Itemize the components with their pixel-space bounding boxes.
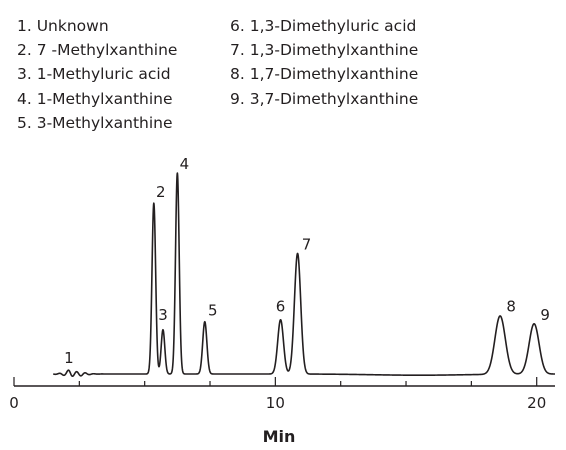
x-tick-label: 0 (9, 394, 19, 412)
peak-label-6: 6 (276, 298, 286, 316)
legend-item-8: 8. 1,7-Dimethylxanthine (230, 65, 419, 84)
peak-label-4: 4 (180, 155, 190, 173)
legend-item-4: 4. 1-Methylxanthine (17, 89, 173, 108)
peak-legend-column-1: 1. Unknown 2. 7 -Methylxanthine 3. 1-Met… (17, 14, 177, 135)
x-tick-label: 10 (266, 394, 285, 412)
peak-label-7: 7 (302, 235, 312, 253)
peak-label-1: 1 (64, 349, 74, 367)
legend-item-3: 3. 1-Methyluric acid (17, 65, 171, 84)
peak-label-8: 8 (506, 298, 516, 316)
legend-item-6: 6. 1,3-Dimethyluric acid (230, 17, 417, 35)
peak-legend-column-2: 6. 1,3-Dimethyluric acid 7. 1,3-Dimethyl… (230, 14, 418, 111)
legend-item-5: 5. 3-Methylxanthine (17, 113, 173, 132)
legend-item-7: 7. 1,3-Dimethylxanthine (230, 41, 419, 60)
peak-label-3: 3 (158, 306, 168, 324)
peak-label-9: 9 (540, 306, 550, 324)
legend-item-9: 9. 3,7-Dimethylxanthine (230, 89, 419, 108)
peak-label-5: 5 (208, 302, 218, 320)
peak-label-2: 2 (156, 183, 166, 201)
legend-item-2: 2. 7 -Methylxanthine (17, 41, 178, 60)
chromatogram-trace (52, 172, 556, 378)
x-axis: 0 10 20 (9, 377, 555, 412)
x-axis-label: Min (263, 427, 296, 446)
peak-labels: 1 2 3 4 5 6 7 8 9 (64, 155, 550, 367)
x-tick-label: 20 (527, 394, 546, 412)
legend-item-1: 1. Unknown (17, 17, 109, 35)
